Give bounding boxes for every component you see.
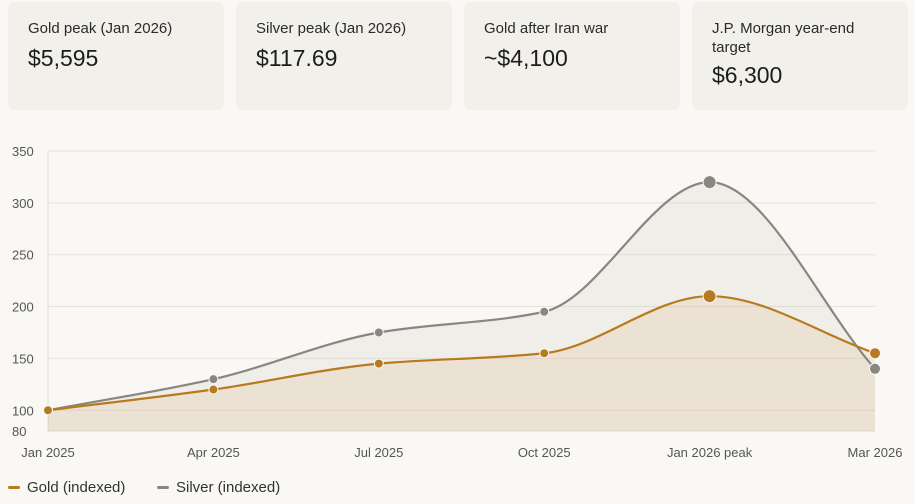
summary-cards: Gold peak (Jan 2026) $5,595 Silver peak … — [8, 2, 908, 110]
point-gold-3 — [539, 348, 550, 359]
x-tick-label-1: Apr 2025 — [187, 445, 240, 460]
legend-label-gold: Gold (indexed) — [27, 479, 126, 496]
point-silver-4 — [702, 175, 717, 190]
point-silver-3 — [539, 306, 550, 317]
card-gold-peak-value: $5,595 — [28, 45, 99, 71]
x-tick-label-3: Oct 2025 — [518, 445, 571, 460]
y-tick-label-200: 200 — [12, 300, 34, 315]
chart-grid — [47, 150, 875, 432]
y-tick-label-300: 300 — [12, 196, 34, 211]
legend-label-silver: Silver (indexed) — [176, 479, 281, 496]
chart-points — [43, 175, 881, 416]
card-gold-after-war-label: Gold after Iran war — [484, 20, 609, 37]
point-gold-1 — [208, 384, 219, 395]
card-jpm-target-label: J.P. Morgan year-end target — [712, 20, 855, 56]
x-tick-label-5: Mar 2026 — [848, 445, 903, 460]
y-tick-label-150: 150 — [12, 351, 34, 366]
card-gold-peak-label: Gold peak (Jan 2026) — [28, 20, 173, 37]
y-tick-label-80: 80 — [12, 424, 26, 439]
legend-swatch-silver — [157, 485, 169, 489]
legend-item-silver[interactable]: Silver (indexed) — [157, 478, 280, 498]
card-silver-peak: Silver peak (Jan 2026) $117.69 — [236, 2, 452, 110]
price-index-chart: 80 100 150 200 250 300 350 Jan 2025 Apr 2025 Jul… — [12, 144, 902, 460]
card-jpm-target: J.P. Morgan year-end target $6,300 — [692, 2, 908, 110]
card-jpm-target-value: $6,300 — [712, 62, 783, 88]
card-gold-peak: Gold peak (Jan 2026) $5,595 — [8, 2, 224, 110]
y-axis: 80 100 150 200 250 300 350 — [12, 144, 34, 439]
point-gold-4 — [702, 289, 717, 304]
card-silver-peak-value: $117.69 — [256, 45, 338, 71]
legend-swatch-gold — [8, 485, 20, 489]
card-gold-after-war: Gold after Iran war ~$4,100 — [464, 2, 680, 110]
line-gold — [46, 295, 877, 412]
y-tick-label-350: 350 — [12, 144, 34, 159]
point-silver-2 — [373, 327, 384, 338]
x-axis: Jan 2025 Apr 2025 Jul 2025 Oct 2025 Jan 2026… — [21, 445, 902, 460]
point-silver-1 — [208, 374, 219, 385]
y-tick-label-100: 100 — [12, 403, 34, 418]
point-gold-2 — [373, 358, 384, 369]
y-tick-label-250: 250 — [12, 248, 34, 263]
point-gold-0 — [43, 405, 53, 416]
point-gold-5 — [869, 347, 881, 360]
point-silver-5 — [869, 362, 881, 375]
card-silver-peak-label: Silver peak (Jan 2026) — [256, 20, 407, 37]
x-tick-label-0: Jan 2025 — [21, 445, 75, 460]
x-tick-label-2: Jul 2025 — [354, 445, 403, 460]
legend-item-gold[interactable]: Gold (indexed) — [8, 478, 125, 498]
area-gold — [48, 296, 875, 431]
card-gold-after-war-value: ~$4,100 — [484, 45, 568, 71]
x-tick-label-4: Jan 2026 peak — [667, 445, 753, 460]
